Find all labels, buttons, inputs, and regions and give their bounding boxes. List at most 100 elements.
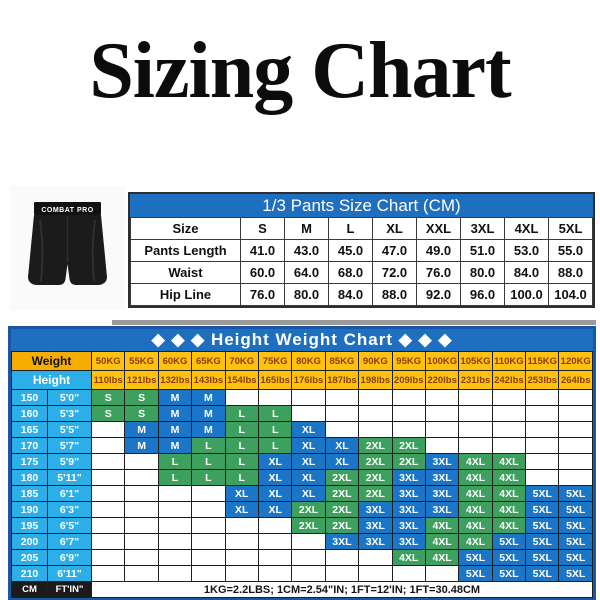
size-cell: 4XL: [424, 517, 460, 534]
size-cell: M: [191, 421, 226, 438]
weight-kg-cell: 70KG: [224, 351, 259, 371]
height-cm-cell: 205: [11, 549, 48, 566]
empty-cell: [224, 533, 259, 550]
size-cell: 4XL: [491, 469, 527, 486]
empty-cell: [124, 501, 159, 518]
empty-cell: [525, 421, 560, 438]
weight-kg-cell: 105KG: [458, 351, 493, 371]
size-cell: XL: [324, 437, 360, 454]
size-cell: 3XL: [391, 501, 426, 518]
empty-cell: [358, 389, 393, 406]
pants-size-chart: 1/3 Pants Size Chart (CM) Size S M L XL XXL 3X…: [128, 192, 595, 308]
empty-cell: [424, 421, 460, 438]
height-cm-cell: 160: [11, 405, 48, 422]
empty-cell: [224, 389, 259, 406]
pants-table-head: Size S M L XL XXL 3XL 4XL 5XL: [130, 217, 593, 240]
size-cell: 3XL: [358, 501, 393, 518]
hw-row: 175 5'9" L L L XL XL XL 2XL 2XL 3XL 4XL 4XL: [11, 453, 593, 470]
empty-cell: [424, 405, 460, 422]
pants-row-label: Pants Length: [130, 239, 241, 262]
empty-cell: [157, 517, 193, 534]
empty-cell: [491, 421, 527, 438]
empty-cell: [90, 533, 126, 550]
size-cell: 4XL: [424, 549, 460, 566]
pants-value-cell: 47.0: [372, 239, 417, 262]
weight-lbs-cell: 198lbs: [358, 370, 393, 390]
hw-chart-header: ◆ ◆ ◆ Height Weight Chart ◆ ◆ ◆: [11, 329, 593, 351]
height-ftin-cell: 6'11": [47, 565, 92, 582]
hw-row: 195 6'5" 2XL 2XL 3XL 3XL 4XL 4XL 4XL 5XL 5XL: [11, 517, 593, 534]
empty-cell: [291, 549, 326, 566]
empty-cell: [191, 533, 226, 550]
size-cell: 5XL: [491, 533, 527, 550]
empty-cell: [124, 549, 159, 566]
size-cell: XL: [291, 485, 326, 502]
hw-lbs-row: Height 110lbs 121lbs 132lbs 143lbs 154lbs 165l…: [11, 370, 593, 390]
size-cell: 4XL: [491, 501, 527, 518]
empty-cell: [391, 565, 426, 582]
size-cell: 2XL: [324, 517, 360, 534]
footer-cm-label: CM: [11, 581, 48, 598]
pants-column-header: L: [328, 217, 373, 240]
pants-value-cell: 100.0: [504, 283, 549, 306]
size-cell: 4XL: [491, 517, 527, 534]
hw-table-body: Weight 50KG 55KG 60KG 65KG 70KG 75KG 80KG 85KG 90…: [11, 351, 593, 598]
pants-value-cell: 64.0: [284, 261, 329, 284]
empty-cell: [90, 485, 126, 502]
size-cell: 3XL: [358, 517, 393, 534]
size-cell: M: [157, 389, 193, 406]
size-cell: 2XL: [391, 453, 426, 470]
size-cell: 5XL: [558, 549, 593, 566]
empty-cell: [491, 405, 527, 422]
size-cell: XL: [257, 469, 293, 486]
empty-cell: [191, 565, 226, 582]
empty-cell: [191, 485, 226, 502]
size-cell: 5XL: [525, 549, 560, 566]
pants-value-cell: 45.0: [328, 239, 373, 262]
size-cell: L: [257, 405, 293, 422]
empty-cell: [324, 421, 360, 438]
empty-cell: [257, 517, 293, 534]
height-ftin-cell: 5'11": [47, 469, 92, 486]
empty-cell: [358, 549, 393, 566]
empty-cell: [257, 389, 293, 406]
height-cm-cell: 150: [11, 389, 48, 406]
weight-lbs-cell: 132lbs: [157, 370, 193, 390]
height-cm-cell: 170: [11, 437, 48, 454]
size-cell: M: [157, 405, 193, 422]
empty-cell: [124, 517, 159, 534]
size-cell: M: [124, 437, 159, 454]
hw-weight-row: Weight 50KG 55KG 60KG 65KG 70KG 75KG 80KG 85KG 90…: [11, 351, 593, 371]
empty-cell: [291, 565, 326, 582]
empty-cell: [558, 437, 593, 454]
size-cell: 5XL: [558, 501, 593, 518]
pants-column-header: XXL: [416, 217, 461, 240]
size-cell: 3XL: [424, 469, 460, 486]
weight-kg-cell: 100KG: [424, 351, 460, 371]
empty-cell: [124, 565, 159, 582]
height-cm-cell: 165: [11, 421, 48, 438]
weight-kg-cell: 55KG: [124, 351, 159, 371]
empty-cell: [358, 405, 393, 422]
pants-value-cell: 68.0: [328, 261, 373, 284]
size-cell: M: [191, 405, 226, 422]
empty-cell: [458, 405, 493, 422]
size-cell: XL: [324, 453, 360, 470]
hw-table: Weight 50KG 55KG 60KG 65KG 70KG 75KG 80KG 85KG 90…: [11, 351, 593, 598]
pants-column-header: Size: [130, 217, 241, 240]
empty-cell: [257, 549, 293, 566]
empty-cell: [391, 389, 426, 406]
empty-cell: [90, 453, 126, 470]
empty-cell: [124, 453, 159, 470]
product-image: COMBAT PRO: [10, 186, 125, 310]
size-cell: 5XL: [458, 549, 493, 566]
weight-lbs-cell: 187lbs: [324, 370, 360, 390]
size-cell: 5XL: [558, 565, 593, 582]
height-cm-cell: 190: [11, 501, 48, 518]
size-cell: 2XL: [391, 437, 426, 454]
left-seam: [39, 219, 44, 282]
size-cell: S: [90, 389, 126, 406]
empty-cell: [391, 405, 426, 422]
empty-cell: [90, 549, 126, 566]
pants-value-cell: 43.0: [284, 239, 329, 262]
